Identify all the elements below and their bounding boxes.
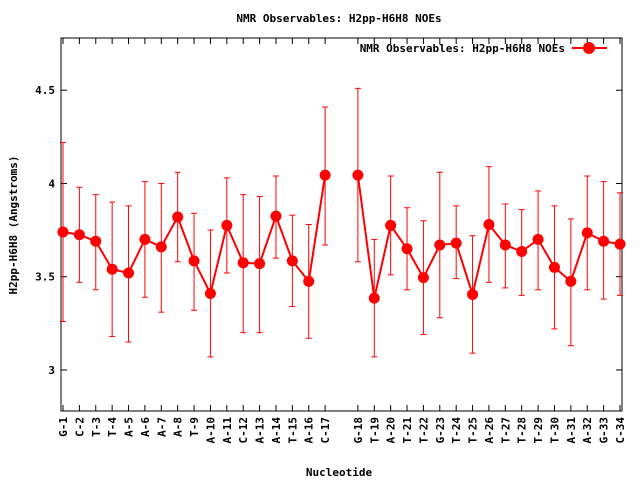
x-tick-label: A-11 xyxy=(221,417,234,444)
y-tick-label: 3.5 xyxy=(35,271,55,284)
x-tick-label: T-15 xyxy=(286,417,299,444)
data-point xyxy=(516,246,528,258)
data-point xyxy=(254,258,266,270)
data-point xyxy=(352,169,364,181)
x-tick-label: C-2 xyxy=(73,417,86,437)
data-point xyxy=(172,211,184,223)
data-point xyxy=(237,257,249,269)
y-tick-label: 4.5 xyxy=(35,84,55,97)
x-tick-label: A-7 xyxy=(155,417,168,437)
legend-marker-swatch xyxy=(583,42,595,54)
data-point xyxy=(139,233,151,245)
x-tick-label: A-26 xyxy=(483,417,496,444)
x-tick-label: T-30 xyxy=(548,417,561,444)
x-tick-label: T-25 xyxy=(467,417,480,444)
x-tick-label: A-20 xyxy=(385,417,398,444)
x-tick-label: A-14 xyxy=(270,417,283,444)
x-tick-label: T-3 xyxy=(90,417,103,437)
x-tick-label: T-19 xyxy=(368,417,381,444)
data-point xyxy=(401,243,413,255)
data-point xyxy=(221,219,233,231)
x-tick-label: A-13 xyxy=(254,417,267,444)
data-point xyxy=(548,261,560,273)
data-point xyxy=(155,241,167,253)
x-tick-label: A-10 xyxy=(204,417,217,444)
x-tick-label: A-6 xyxy=(139,417,152,437)
data-point xyxy=(57,226,69,238)
data-point xyxy=(417,272,429,284)
x-tick-label: G-33 xyxy=(598,417,611,444)
data-point xyxy=(483,219,495,230)
legend-label: NMR Observables: H2pp-H6H8 NOEs xyxy=(360,42,565,55)
data-point xyxy=(188,255,200,267)
x-tick-label: A-16 xyxy=(303,417,316,444)
data-point xyxy=(450,237,462,249)
data-point xyxy=(90,235,102,247)
y-axis-ticks: 3 3.5 4 4.5 xyxy=(35,84,622,377)
data-point xyxy=(532,233,544,245)
x-tick-label: G-18 xyxy=(352,417,365,444)
series-points xyxy=(57,169,626,304)
x-tick-label: T-9 xyxy=(188,417,201,437)
data-point xyxy=(73,229,85,241)
data-point xyxy=(204,288,216,300)
data-point xyxy=(614,238,626,250)
x-tick-label: T-22 xyxy=(417,417,430,444)
x-tick-label: A-5 xyxy=(123,417,136,437)
x-tick-label: C-34 xyxy=(614,417,627,444)
x-tick-label: G-1 xyxy=(57,417,70,437)
data-point xyxy=(581,227,593,239)
plot-area-border xyxy=(60,37,623,412)
data-point xyxy=(499,239,511,251)
x-axis-label: Nucleotide xyxy=(306,466,373,479)
data-point xyxy=(106,263,118,275)
data-point xyxy=(319,169,331,181)
x-axis-ticks: G-1 C-2 T-3 T-4 A-5 A-6 A-7 A-8 T-9 A-10 A-11 C-12 A… xyxy=(57,38,627,444)
data-point xyxy=(270,210,282,222)
x-tick-label: A-8 xyxy=(172,417,185,437)
x-tick-label: C-12 xyxy=(237,417,250,444)
x-tick-label: T-21 xyxy=(401,417,414,444)
data-point xyxy=(385,219,397,231)
data-point xyxy=(303,275,315,287)
data-point xyxy=(286,255,298,267)
x-tick-label: T-27 xyxy=(499,417,512,444)
x-tick-label: T-4 xyxy=(106,417,119,437)
chart-title: NMR Observables: H2pp-H6H8 NOEs xyxy=(236,12,441,25)
x-tick-label: T-28 xyxy=(516,417,529,444)
x-tick-label: T-29 xyxy=(532,417,545,444)
y-axis-label: H2pp-H6H8 (Angstroms) xyxy=(7,155,20,294)
data-point xyxy=(467,288,479,300)
error-bars xyxy=(60,87,623,358)
x-tick-label: G-23 xyxy=(434,417,447,444)
x-tick-label: A-32 xyxy=(581,417,594,444)
y-tick-label: 3 xyxy=(48,364,55,377)
x-tick-label: C-17 xyxy=(319,417,332,444)
data-point xyxy=(565,275,577,287)
x-tick-label: A-31 xyxy=(565,417,578,444)
data-point xyxy=(598,235,610,247)
y-tick-label: 4 xyxy=(48,177,55,190)
data-point xyxy=(368,292,380,304)
x-tick-label: T-24 xyxy=(450,417,463,444)
data-point xyxy=(434,239,446,251)
legend: NMR Observables: H2pp-H6H8 NOEs xyxy=(360,42,607,55)
data-point xyxy=(123,267,135,279)
